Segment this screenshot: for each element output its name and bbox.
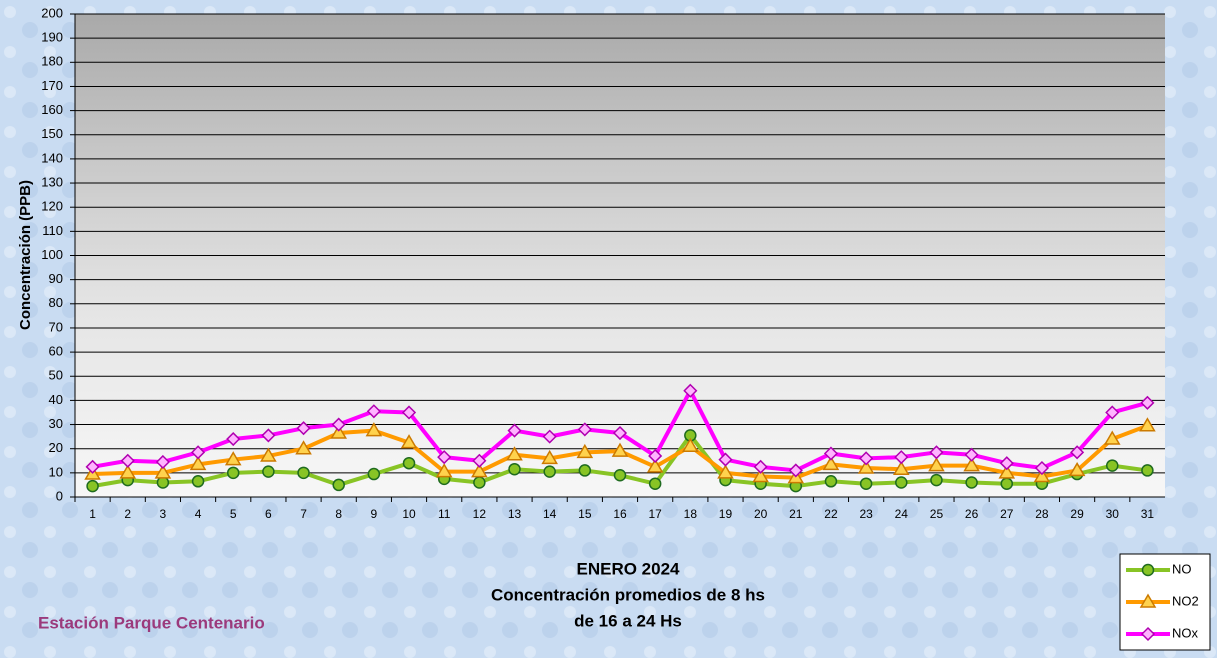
x-tick-label: 6 xyxy=(265,507,272,521)
point xyxy=(193,476,204,487)
y-tick-label: 60 xyxy=(49,344,63,359)
y-tick-label: 110 xyxy=(42,223,63,238)
y-tick-label: 120 xyxy=(41,199,63,214)
x-tick-label: 9 xyxy=(371,507,378,521)
x-tick-label: 17 xyxy=(648,507,662,521)
point xyxy=(1143,565,1154,576)
point xyxy=(157,477,168,488)
point xyxy=(825,476,836,487)
x-tick-label: 18 xyxy=(684,507,698,521)
point xyxy=(1142,465,1153,476)
x-tick-label: 7 xyxy=(300,507,307,521)
y-tick-label: 160 xyxy=(41,102,63,117)
y-tick-label: 10 xyxy=(49,464,63,479)
x-tick-label: 11 xyxy=(438,507,451,521)
x-tick-label: 2 xyxy=(124,507,131,521)
point xyxy=(474,477,485,488)
x-tick-label: 25 xyxy=(930,507,944,521)
legend-label: NOx xyxy=(1172,625,1199,640)
y-tick-label: 30 xyxy=(49,416,63,431)
y-tick-label: 50 xyxy=(49,368,63,383)
y-tick-label: 150 xyxy=(41,126,63,141)
x-tick-label: 4 xyxy=(195,507,202,521)
point xyxy=(263,466,274,477)
y-tick-label: 20 xyxy=(49,440,63,455)
point xyxy=(966,477,977,488)
point xyxy=(298,467,309,478)
y-tick-label: 190 xyxy=(41,30,63,45)
point xyxy=(896,477,907,488)
x-tick-label: 20 xyxy=(754,507,768,521)
x-tick-label: 26 xyxy=(965,507,979,521)
x-tick-label: 16 xyxy=(613,507,627,521)
chart-title: ENERO 2024 xyxy=(577,559,681,578)
x-tick-label: 10 xyxy=(402,507,416,521)
point xyxy=(368,469,379,480)
x-tick-label: 31 xyxy=(1141,507,1155,521)
y-tick-label: 80 xyxy=(49,295,63,310)
point xyxy=(650,478,661,489)
point xyxy=(404,458,415,469)
point xyxy=(1107,460,1118,471)
point xyxy=(509,464,520,475)
point xyxy=(228,467,239,478)
x-tick-label: 14 xyxy=(543,507,557,521)
x-tick-label: 15 xyxy=(578,507,592,521)
y-tick-label: 100 xyxy=(41,247,63,262)
x-tick-label: 28 xyxy=(1035,507,1049,521)
x-tick-label: 13 xyxy=(508,507,522,521)
y-tick-label: 70 xyxy=(49,319,63,334)
x-tick-label: 21 xyxy=(789,507,803,521)
x-tick-label: 27 xyxy=(1000,507,1014,521)
point xyxy=(931,475,942,486)
x-tick-label: 12 xyxy=(473,507,487,521)
x-tick-label: 8 xyxy=(335,507,342,521)
point xyxy=(861,478,872,489)
legend-label: NO2 xyxy=(1172,593,1199,608)
y-tick-label: 200 xyxy=(41,5,63,20)
y-tick-label: 180 xyxy=(41,54,63,69)
point xyxy=(544,466,555,477)
point xyxy=(615,470,626,481)
y-tick-label: 90 xyxy=(49,271,63,286)
x-tick-label: 3 xyxy=(160,507,167,521)
x-tick-label: 30 xyxy=(1106,507,1120,521)
point xyxy=(333,479,344,490)
y-axis-label: Concentración (PPB) xyxy=(17,180,34,330)
chart-subtitle: Concentración promedios de 8 hs xyxy=(491,585,765,604)
legend-label: NO xyxy=(1172,561,1192,576)
x-tick-label: 5 xyxy=(230,507,237,521)
point xyxy=(579,465,590,476)
y-tick-label: 130 xyxy=(41,174,63,189)
chart: 0102030405060708090100110120130140150160… xyxy=(0,0,1217,658)
x-tick-label: 29 xyxy=(1070,507,1084,521)
x-tick-label: 22 xyxy=(824,507,838,521)
point xyxy=(1001,478,1012,489)
chart-subtitle: de 16 a 24 Hs xyxy=(574,611,682,630)
x-tick-label: 23 xyxy=(859,507,873,521)
x-tick-label: 1 xyxy=(89,507,96,521)
y-tick-label: 170 xyxy=(41,78,63,93)
x-tick-label: 24 xyxy=(895,507,909,521)
y-tick-label: 140 xyxy=(41,150,63,165)
y-tick-label: 40 xyxy=(49,392,63,407)
point xyxy=(87,481,98,492)
x-tick-label: 19 xyxy=(719,507,733,521)
station-label: Estación Parque Centenario xyxy=(38,613,265,632)
y-tick-label: 0 xyxy=(56,488,63,503)
legend: NO NO2 NOx xyxy=(1120,554,1210,650)
